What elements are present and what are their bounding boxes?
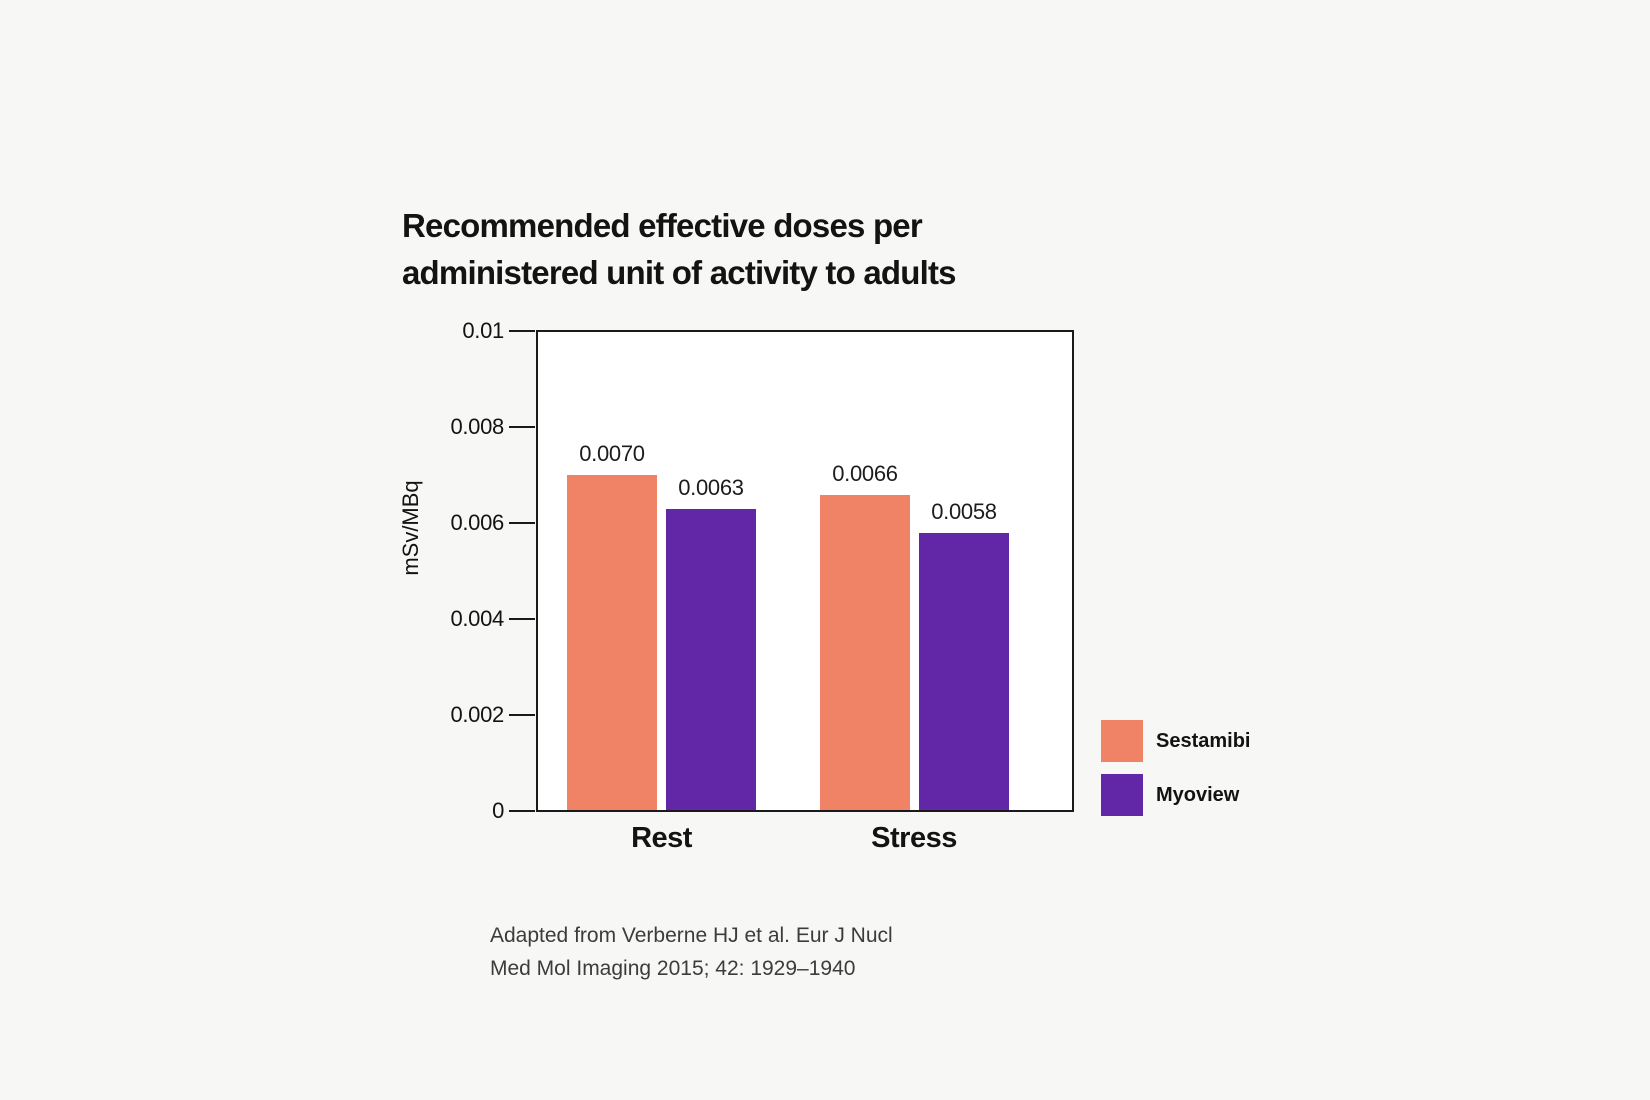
chart-title-line1: Recommended effective doses per [402, 207, 923, 244]
bar-value-label: 0.0063 [678, 475, 744, 500]
legend-swatch-myoview [1101, 774, 1143, 816]
y-tick-label: 0.008 [450, 414, 504, 439]
y-tick-mark [509, 618, 535, 620]
bar-value-label: 0.0070 [579, 441, 645, 466]
caption-line1: Adapted from Verberne HJ et al. Eur J Nu… [490, 924, 893, 947]
bar-sestamibi-rest [567, 475, 657, 810]
bar-myoview-stress [919, 533, 1009, 810]
legend-item-sestamibi: Sestamibi [1101, 720, 1250, 762]
legend-swatch-sestamibi [1101, 720, 1143, 762]
chart-title: Recommended effective doses per administ… [402, 202, 957, 296]
chart-title-line2: administered unit of activity to adults [402, 254, 957, 291]
y-tick-mark [509, 426, 535, 428]
y-tick-mark [509, 810, 535, 812]
y-tick-label: 0.002 [450, 702, 504, 727]
legend-label: Sestamibi [1156, 729, 1251, 752]
y-tick-label: 0.01 [462, 318, 504, 343]
x-tick-label-rest: Rest [631, 822, 692, 854]
y-tick-label: 0 [492, 798, 504, 823]
bar-value-label: 0.0058 [931, 499, 997, 524]
x-tick-label-stress: Stress [871, 822, 957, 854]
caption-line2: Med Mol Imaging 2015; 42: 1929–1940 [490, 957, 856, 980]
legend-label: Myoview [1156, 783, 1240, 806]
bar-value-label: 0.0066 [832, 461, 898, 486]
x-axis-labels: Rest Stress [538, 822, 1072, 862]
y-tick-mark [509, 714, 535, 716]
legend: Sestamibi Myoview [1101, 720, 1250, 816]
plot-area: 0.0070 0.0063 0.0066 0.0058 [536, 330, 1074, 812]
y-tick-label: 0.004 [450, 606, 504, 631]
source-caption: Adapted from Verberne HJ et al. Eur J Nu… [490, 919, 893, 985]
y-tick-mark [509, 330, 535, 332]
y-tick-mark [509, 522, 535, 524]
y-tick-label: 0.006 [450, 510, 504, 535]
legend-item-myoview: Myoview [1101, 774, 1250, 816]
bar-myoview-rest [666, 509, 756, 810]
bar-sestamibi-stress [820, 495, 910, 810]
